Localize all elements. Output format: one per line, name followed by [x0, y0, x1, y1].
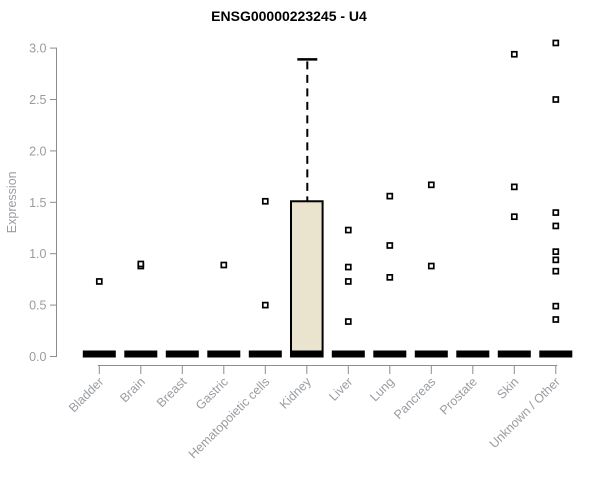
- outlier-point: [386, 273, 394, 281]
- median-bar: [124, 350, 158, 358]
- x-category-label: Lung: [367, 375, 397, 405]
- median-bar: [248, 350, 282, 358]
- median-bar: [539, 350, 573, 358]
- outlier-point: [261, 197, 269, 205]
- y-tick-label: 1.0: [29, 247, 46, 261]
- y-tick-label: 1.5: [29, 196, 46, 210]
- outlier-point: [344, 226, 352, 234]
- x-category-label: Unknown / Other: [487, 375, 563, 451]
- outlier-point: [552, 248, 560, 255]
- outlier-point: [427, 181, 435, 189]
- outlier-point: [552, 96, 560, 103]
- median-bar: [414, 350, 448, 358]
- outlier-point: [552, 39, 560, 47]
- median-bar: [82, 350, 116, 358]
- x-category-label: Kidney: [277, 374, 314, 411]
- y-tick-label: 2.5: [29, 93, 46, 107]
- x-category-label: Gastric: [193, 375, 231, 413]
- outlier-point: [552, 316, 560, 323]
- x-category-label: Hematopoietic cells: [186, 375, 273, 462]
- y-tick-label: 3.0: [29, 42, 46, 56]
- x-category-label: Pancreas: [391, 375, 438, 422]
- median-bar: [207, 350, 241, 358]
- y-axis-title: Expression: [5, 171, 19, 233]
- outlier-point: [137, 260, 145, 268]
- outlier-point: [552, 267, 560, 275]
- y-tick-label: 0.5: [29, 299, 46, 313]
- outlier-point: [386, 192, 394, 200]
- outlier-point: [552, 209, 560, 216]
- outlier-point: [220, 261, 228, 269]
- outlier-point: [344, 278, 352, 285]
- box-rect: [290, 200, 324, 358]
- outlier-point: [261, 301, 269, 309]
- median-bar: [497, 350, 531, 358]
- x-category-label: Breast: [154, 374, 190, 410]
- y-tick-label: 2.0: [29, 144, 46, 158]
- outlier-point: [510, 183, 518, 191]
- x-category-label: Skin: [494, 375, 521, 402]
- outlier-point: [95, 278, 103, 285]
- median-bar: [290, 350, 324, 358]
- outlier-point: [344, 263, 352, 271]
- outlier-point: [510, 213, 518, 221]
- median-bar: [331, 350, 365, 358]
- outlier-point: [510, 50, 518, 58]
- median-bar: [456, 350, 490, 358]
- chart-title: ENSG00000223245 - U4: [211, 8, 367, 24]
- x-category-label: Liver: [326, 375, 355, 404]
- x-category-label: Brain: [117, 375, 148, 406]
- outlier-point: [427, 262, 435, 270]
- outlier-point: [386, 242, 394, 249]
- y-tick-label: 0.0: [29, 350, 46, 364]
- outlier-point: [552, 222, 560, 230]
- x-category-label: Prostate: [437, 375, 480, 418]
- median-bar: [373, 350, 407, 358]
- median-bar: [165, 350, 199, 358]
- outlier-point: [344, 318, 352, 325]
- outlier-point: [552, 256, 560, 264]
- outlier-point: [552, 302, 560, 310]
- x-category-label: Bladder: [66, 375, 106, 415]
